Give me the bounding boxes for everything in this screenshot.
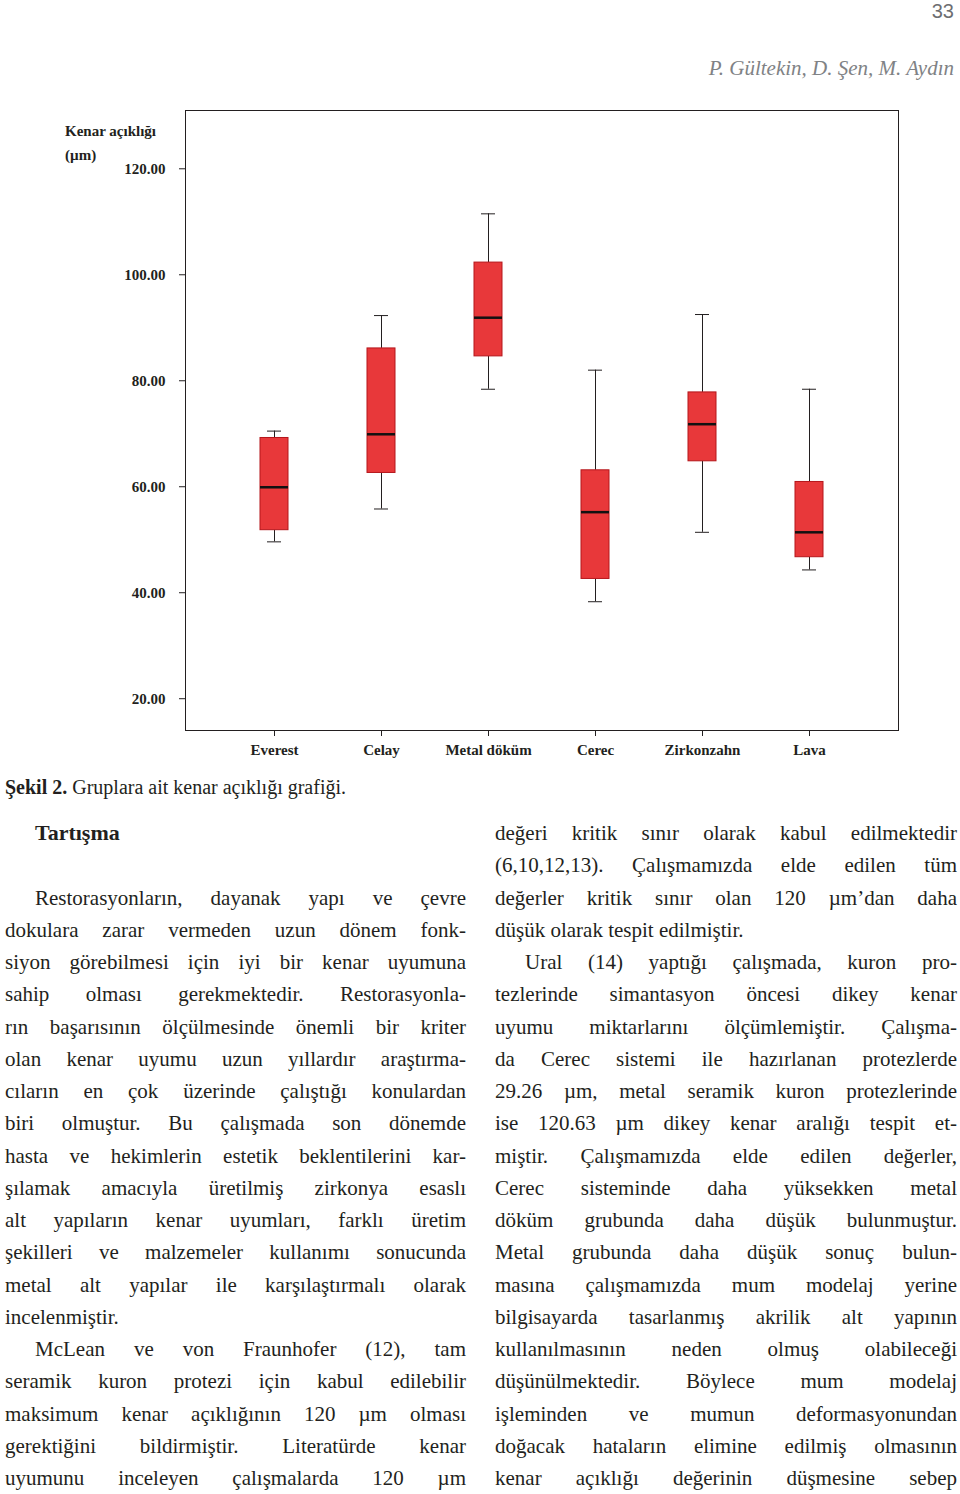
html-text:ise 120.63 µm dikey kenar aral: ise 120.63 µm dikey kenar aralığı tespit… xyxy=(495,1111,957,1136)
html-text:Şekil 2. Gruplara ait kenar aç: Şekil 2. Gruplara ait kenar açıklığı gra… xyxy=(5,776,346,798)
html-text:tezlerinde simantasyon öncesi: tezlerinde simantasyon öncesi dikey kena… xyxy=(495,982,957,1007)
html-text:dokulara zarar vermeden uzun d: dokulara zarar vermeden uzun dönem fonk- xyxy=(5,917,466,942)
html-text:rın başarısının ölçülmesinde ö: rın başarısının ölçülmesinde önemli bir … xyxy=(5,1014,466,1039)
html-text:cıların en çok üzerinde çalışt: cıların en çok üzerinde çalıştığı konula… xyxy=(5,1079,466,1103)
html-text:P. Gültekin, D. Şen, M. Aydın: P. Gültekin, D. Şen, M. Aydın xyxy=(708,56,954,80)
html-text:sahip olması gerekmektedir. Re: sahip olması gerekmektedir. Restorasyonl… xyxy=(5,982,466,1007)
html-text:miştir. Çalışmamızda elde edil: miştir. Çalışmamızda elde edilen değerle… xyxy=(495,1143,957,1168)
html-text:(6,10,12,13). Çalışmamızda eld: (6,10,12,13). Çalışmamızda elde edilen t… xyxy=(495,853,957,878)
html-text:kenar açıklığı değerinin düşme: kenar açıklığı değerinin düşmesine sebep xyxy=(495,1466,957,1490)
html-text:incelenmiştir.: incelenmiştir. xyxy=(5,1304,119,1329)
html-text:siyon görebilmesi için iyi bir: siyon görebilmesi için iyi bir kenar uyu… xyxy=(5,950,466,974)
svg-text:Zirkonzahn: Zirkonzahn xyxy=(665,742,742,758)
html-text:şılamak amacıyla üretilmiş zir: şılamak amacıyla üretilmiş zirkonya esas… xyxy=(5,1175,466,1200)
svg-text:100.00: 100.00 xyxy=(124,267,165,283)
svg-text:Everest: Everest xyxy=(250,742,298,758)
svg-text:120.00: 120.00 xyxy=(124,161,165,177)
html-text:şekilleri ve malzemeler kullan: şekilleri ve malzemeler kullanımı sonucu… xyxy=(5,1240,466,1265)
html-text:biri olmuştur. Bu çalışmada so: biri olmuştur. Bu çalışmada son dönemde xyxy=(5,1111,466,1136)
html-text:Cerec sisteminde daha yüksekke: Cerec sisteminde daha yüksekken metal xyxy=(495,1175,957,1200)
svg-text:Celay: Celay xyxy=(363,742,400,758)
svg-text:Metal döküm: Metal döküm xyxy=(445,742,532,758)
html-text:döküm grubunda daha düşük bulu: döküm grubunda daha düşük bulunmuştur. xyxy=(495,1208,957,1232)
html-text:alt yapıların kenar uyumları,: alt yapıların kenar uyumları, farklı üre… xyxy=(5,1208,466,1232)
html-text:uyumu miktarlarını ölçümlemişt: uyumu miktarlarını ölçümlemiştir. Çalışm… xyxy=(495,1014,957,1039)
html-text:hasta ve hekimlerin estetik be: hasta ve hekimlerin estetik beklentileri… xyxy=(5,1143,466,1168)
html-text:maksimum kenar açıklığının 120: maksimum kenar açıklığının 120 µm olması xyxy=(5,1401,466,1426)
html-text:gerektiğini bildirmiştir. Lite: gerektiğini bildirmiştir. Literatürde ke… xyxy=(5,1433,466,1458)
svg-text:20.00: 20.00 xyxy=(132,691,166,707)
svg-text:80.00: 80.00 xyxy=(132,373,166,389)
html-text:uyumunu inceleyen çalışmalarda: uyumunu inceleyen çalışmalarda 120 µm xyxy=(5,1466,466,1490)
svg-text:60.00: 60.00 xyxy=(132,479,166,495)
html-text:29.26 µm, metal seramik kuron: 29.26 µm, metal seramik kuron protezleri… xyxy=(495,1079,957,1103)
html-text:Kenar açıklığı: Kenar açıklığı xyxy=(65,123,156,139)
html-text:da Cerec sistemi ile hazırlana: da Cerec sistemi ile hazırlanan protezle… xyxy=(495,1046,957,1071)
html-text:kullanılmasının neden olmuş ol: kullanılmasının neden olmuş olabileceği xyxy=(495,1337,957,1361)
html-text:doğacak hataların elimine edil: doğacak hataların elimine edilmiş olması… xyxy=(495,1433,957,1458)
html-text:Restorasyonların, dayanak yapı: Restorasyonların, dayanak yapı ve çevre xyxy=(35,885,466,910)
html-text:masına çalışmamızda mum modela: masına çalışmamızda mum modelaj yerine xyxy=(495,1272,957,1297)
html-text:(µm): (µm) xyxy=(65,147,97,163)
html-text:düşünülmektedir. Böylece mum m: düşünülmektedir. Böylece mum modelaj xyxy=(495,1369,957,1394)
svg-text:Lava: Lava xyxy=(793,742,826,758)
html-text:Metal grubunda daha düşük sonu: Metal grubunda daha düşük sonuç bulun- xyxy=(495,1240,957,1265)
html-text:Ural (14) yaptığı çalışmada, k: Ural (14) yaptığı çalışmada, kuron pro- xyxy=(525,950,957,974)
html-text:düşük olarak tespit edilmiştir: düşük olarak tespit edilmiştir. xyxy=(495,917,744,942)
html-text:değerler kritik sınır olan 120: değerler kritik sınır olan 120 µm’dan da… xyxy=(495,885,957,910)
html-text:McLean ve von Fraunhofer (12),: McLean ve von Fraunhofer (12), tam xyxy=(35,1337,466,1361)
html-text:33: 33 xyxy=(931,0,954,22)
svg-text:40.00: 40.00 xyxy=(132,585,166,601)
html-text:bilgisayarda tasarlanmış akril: bilgisayarda tasarlanmış akrilik alt yap… xyxy=(495,1304,957,1329)
html-text:olan kenar uyumu uzun yıllardı: olan kenar uyumu uzun yıllardır araştırm… xyxy=(5,1046,466,1071)
html-text:metal alt yapılar ile karşılaş: metal alt yapılar ile karşılaştırmalı ol… xyxy=(5,1272,466,1297)
html-text:seramik kuron protezi için kab: seramik kuron protezi için kabul edilebi… xyxy=(5,1369,466,1394)
html-text:değeri kritik sınır olarak kab: değeri kritik sınır olarak kabul edilmek… xyxy=(495,821,957,845)
html-text:işleminden ve mumun deformasyo: işleminden ve mumun deformasyonundan xyxy=(495,1401,957,1426)
svg-text:Cerec: Cerec xyxy=(577,742,615,758)
html-text:Tartışma: Tartışma xyxy=(35,820,120,845)
